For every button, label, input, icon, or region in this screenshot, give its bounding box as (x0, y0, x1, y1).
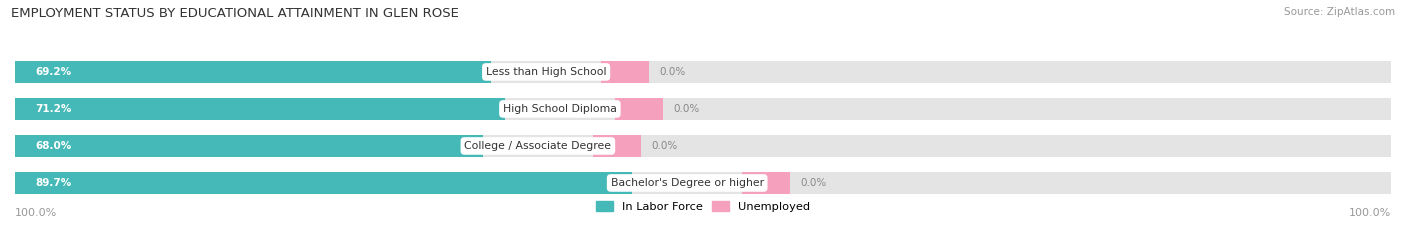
Text: High School Diploma: High School Diploma (503, 104, 617, 114)
Text: 100.0%: 100.0% (1348, 208, 1391, 218)
Text: 69.2%: 69.2% (35, 67, 72, 77)
Bar (742, 172, 790, 194)
Bar (593, 135, 641, 157)
Text: Less than High School: Less than High School (486, 67, 606, 77)
Text: EMPLOYMENT STATUS BY EDUCATIONAL ATTAINMENT IN GLEN ROSE: EMPLOYMENT STATUS BY EDUCATIONAL ATTAINM… (11, 7, 460, 20)
Text: 89.7%: 89.7% (35, 178, 72, 188)
Bar (15, 98, 505, 120)
Bar (15, 135, 1391, 157)
Text: 0.0%: 0.0% (651, 141, 678, 151)
Bar (15, 172, 633, 194)
Bar (15, 135, 482, 157)
Bar (15, 61, 1391, 83)
Text: College / Associate Degree: College / Associate Degree (464, 141, 612, 151)
Bar (15, 172, 1391, 194)
Bar (15, 98, 1391, 120)
Text: Source: ZipAtlas.com: Source: ZipAtlas.com (1284, 7, 1395, 17)
Text: 0.0%: 0.0% (800, 178, 827, 188)
Text: 68.0%: 68.0% (35, 141, 72, 151)
Text: Bachelor's Degree or higher: Bachelor's Degree or higher (610, 178, 763, 188)
Legend: In Labor Force, Unemployed: In Labor Force, Unemployed (596, 202, 810, 212)
Text: 0.0%: 0.0% (673, 104, 700, 114)
Text: 71.2%: 71.2% (35, 104, 72, 114)
Bar (614, 98, 664, 120)
Bar (602, 61, 650, 83)
Bar (15, 61, 491, 83)
Text: 0.0%: 0.0% (659, 67, 686, 77)
Text: 100.0%: 100.0% (15, 208, 58, 218)
